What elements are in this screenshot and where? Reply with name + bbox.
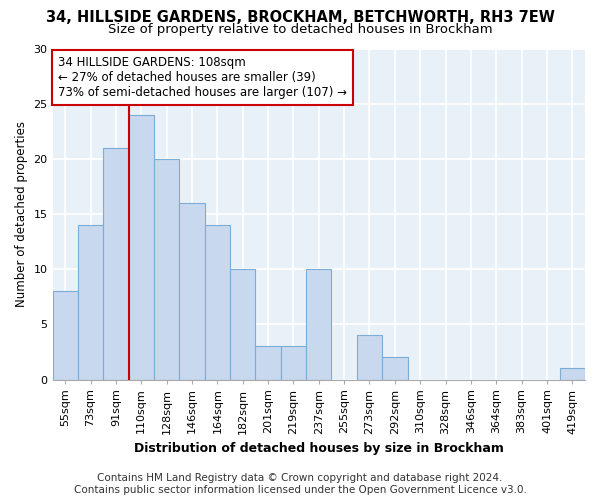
Text: 34 HILLSIDE GARDENS: 108sqm
← 27% of detached houses are smaller (39)
73% of sem: 34 HILLSIDE GARDENS: 108sqm ← 27% of det…: [58, 56, 347, 98]
Bar: [103, 148, 128, 380]
Bar: [281, 346, 306, 380]
Bar: [357, 336, 382, 380]
Bar: [53, 292, 78, 380]
Text: Contains HM Land Registry data © Crown copyright and database right 2024.
Contai: Contains HM Land Registry data © Crown c…: [74, 474, 526, 495]
Bar: [306, 270, 331, 380]
Bar: [154, 159, 179, 380]
X-axis label: Distribution of detached houses by size in Brockham: Distribution of detached houses by size …: [134, 442, 504, 455]
Bar: [179, 203, 205, 380]
Y-axis label: Number of detached properties: Number of detached properties: [15, 122, 28, 308]
Bar: [78, 226, 103, 380]
Bar: [230, 270, 256, 380]
Bar: [205, 226, 230, 380]
Bar: [382, 358, 407, 380]
Bar: [560, 368, 585, 380]
Bar: [256, 346, 281, 380]
Text: 34, HILLSIDE GARDENS, BROCKHAM, BETCHWORTH, RH3 7EW: 34, HILLSIDE GARDENS, BROCKHAM, BETCHWOR…: [46, 10, 554, 25]
Text: Size of property relative to detached houses in Brockham: Size of property relative to detached ho…: [107, 22, 493, 36]
Bar: [128, 115, 154, 380]
